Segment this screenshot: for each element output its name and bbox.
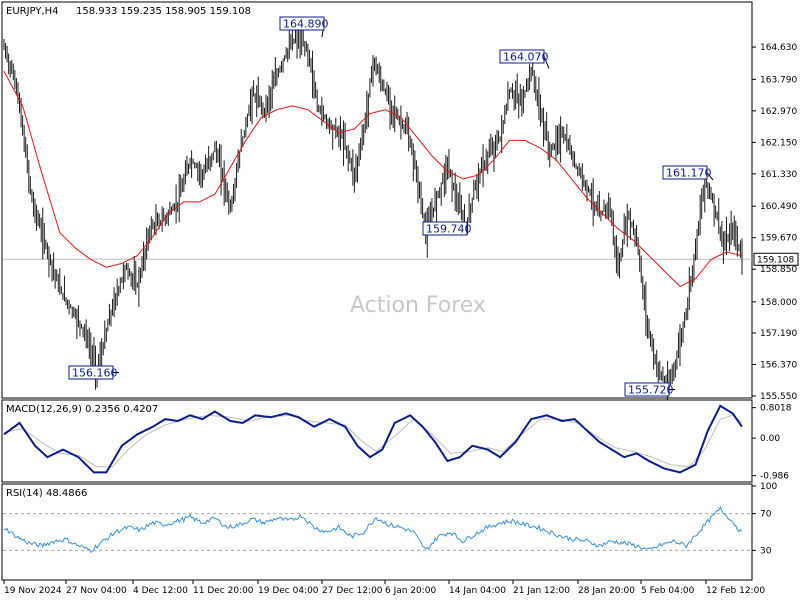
rsi-tick-label: 70 <box>760 510 772 520</box>
watermark: Action Forex <box>350 293 486 318</box>
price-tick-label: 162.970 <box>760 107 797 117</box>
current-price-tag: 159.108 <box>753 252 799 266</box>
rsi-y-axis: 100 70 30 <box>3 482 777 556</box>
macd-line <box>3 404 743 474</box>
time-tick-label: 28 Jan 20:00 <box>578 586 635 596</box>
time-tick-label: 12 Feb 12:00 <box>706 586 765 596</box>
moving-average-line <box>3 71 743 288</box>
price-tick-label: 163.790 <box>760 75 797 85</box>
price-tick-label: 158.000 <box>760 298 797 308</box>
time-tick-label: 27 Nov 04:00 <box>66 586 127 596</box>
price-tick-label: 155.550 <box>760 392 797 402</box>
macd-tick-label: 0.8018 <box>760 404 792 414</box>
price-tick-label: 164.630 <box>760 43 797 53</box>
price-panel-frame <box>1 1 753 399</box>
price-tick-label: 158.850 <box>760 265 797 275</box>
annotation-label: 156.160 <box>72 367 118 380</box>
macd-signal-line <box>3 414 743 468</box>
annotation-label: 164.070 <box>503 51 549 64</box>
rsi-title: RSI(14) 48.4866 <box>6 488 87 499</box>
macd-panel: MACD(12,26,9) 0.2356 0.4207 0.8018 0.00 -0… <box>1 399 792 483</box>
annotation-box <box>499 49 545 64</box>
rsi-line <box>3 506 743 554</box>
price-bars <box>3 20 743 404</box>
annotation-leader <box>706 172 714 181</box>
time-tick-label: 11 Dec 20:00 <box>193 586 254 596</box>
ohlc-readout: 158.933 159.235 158.905 159.108 <box>76 6 251 17</box>
annotation-label: 155.720 <box>628 384 674 397</box>
annotation-label: 161.170 <box>666 167 712 180</box>
annotation-box <box>662 165 708 180</box>
macd-y-axis: 0.8018 0.00 -0.986 <box>752 404 792 482</box>
symbol-label: EURJPY,H4 <box>6 6 59 17</box>
annotation-box <box>422 221 468 236</box>
annotation-box <box>68 365 114 380</box>
price-panel: EURJPY,H4 158.933 159.235 158.905 159.10… <box>1 1 799 404</box>
price-tick-label: 156.370 <box>760 360 797 370</box>
annotation-box <box>279 16 325 31</box>
svg-text:159.108: 159.108 <box>757 255 794 265</box>
macd-title: MACD(12,26,9) 0.2356 0.4207 <box>6 404 158 415</box>
time-x-axis: 19 Nov 2024 27 Nov 04:00 4 Dec 12:00 11 Dec… <box>3 580 765 596</box>
rsi-tick-label: 30 <box>760 546 772 556</box>
price-tick-label: 160.490 <box>760 202 797 212</box>
price-tick-label: 162.150 <box>760 138 797 148</box>
annotation-label: 164.890 <box>283 18 329 31</box>
annotation-leader <box>543 56 550 69</box>
rsi-panel: RSI(14) 48.4866 100 70 30 <box>1 482 777 581</box>
price-tick-label: 157.190 <box>760 329 797 339</box>
time-tick-label: 27 Dec 12:00 <box>322 586 383 596</box>
rsi-tick-label: 100 <box>760 482 777 492</box>
macd-tick-label: -0.986 <box>760 472 789 482</box>
rsi-panel-frame <box>1 483 753 581</box>
time-tick-label: 4 Dec 12:00 <box>133 586 188 596</box>
time-tick-label: 14 Jan 04:00 <box>449 586 506 596</box>
high-low-annotations: 164.890 164.070 161.170 159.740 156.160 155.7… <box>68 16 714 397</box>
macd-tick-label: 0.00 <box>760 434 780 444</box>
time-tick-label: 19 Dec 04:00 <box>258 586 319 596</box>
price-tick-label: 159.670 <box>760 234 797 244</box>
price-y-axis: 164.630 163.790 162.970 162.150 161.330 160.4… <box>752 43 797 402</box>
annotation-box <box>624 382 670 397</box>
time-tick-label: 5 Feb 04:00 <box>641 586 695 596</box>
annotation-label: 159.740 <box>426 223 472 236</box>
price-tick-label: 161.330 <box>760 170 797 180</box>
time-tick-label: 6 Jan 20:00 <box>385 586 437 596</box>
time-tick-label: 19 Nov 2024 <box>4 586 62 596</box>
time-tick-label: 21 Jan 12:00 <box>513 586 570 596</box>
